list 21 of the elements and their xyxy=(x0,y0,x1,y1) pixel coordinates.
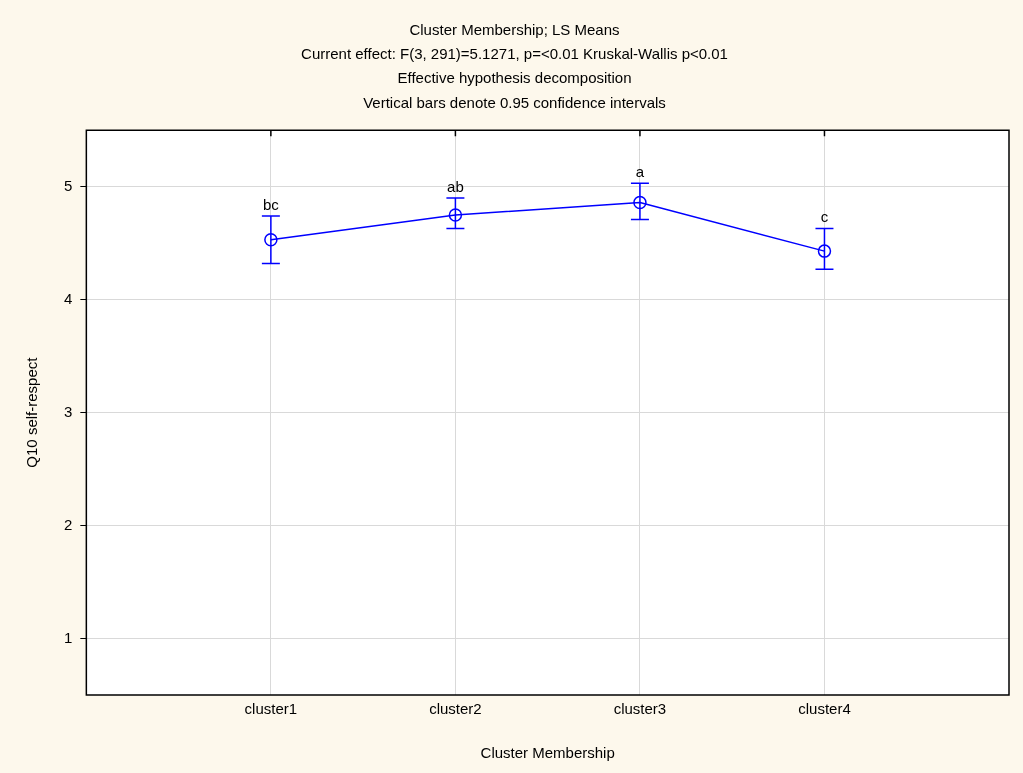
annotation: c xyxy=(820,208,829,226)
x-tick-label: cluster1 xyxy=(244,700,298,718)
x-axis-title: Cluster Membership xyxy=(480,744,615,762)
chart-title: Cluster Membership; LS Means xyxy=(409,21,620,39)
annotation: a xyxy=(635,162,645,180)
annotation: bc xyxy=(262,195,280,213)
y-tick-label: 2 xyxy=(64,515,73,533)
point xyxy=(448,208,463,222)
point xyxy=(633,195,647,210)
y-tick-label: 1 xyxy=(64,628,73,646)
point xyxy=(264,233,278,247)
y-tick-label: 4 xyxy=(64,289,73,307)
x-tick-label: cluster4 xyxy=(798,700,851,718)
point xyxy=(817,244,832,258)
x-tick-label: cluster3 xyxy=(613,700,667,718)
y-axis-title: Q10 self-respect xyxy=(23,356,41,468)
y-tick-label: 3 xyxy=(64,402,73,420)
annotation: ab xyxy=(447,177,464,195)
chart-subtitle: Current effect: F(3, 291)=5.1271, p=<0.01 Kruskal-Wallis p<0.01 Effective hypothesis decomposition Vertical bars denote 0.95 confidence intervals xyxy=(301,44,728,112)
x-tick-label: cluster2 xyxy=(429,700,482,718)
y-tick-label: 5 xyxy=(64,176,73,194)
